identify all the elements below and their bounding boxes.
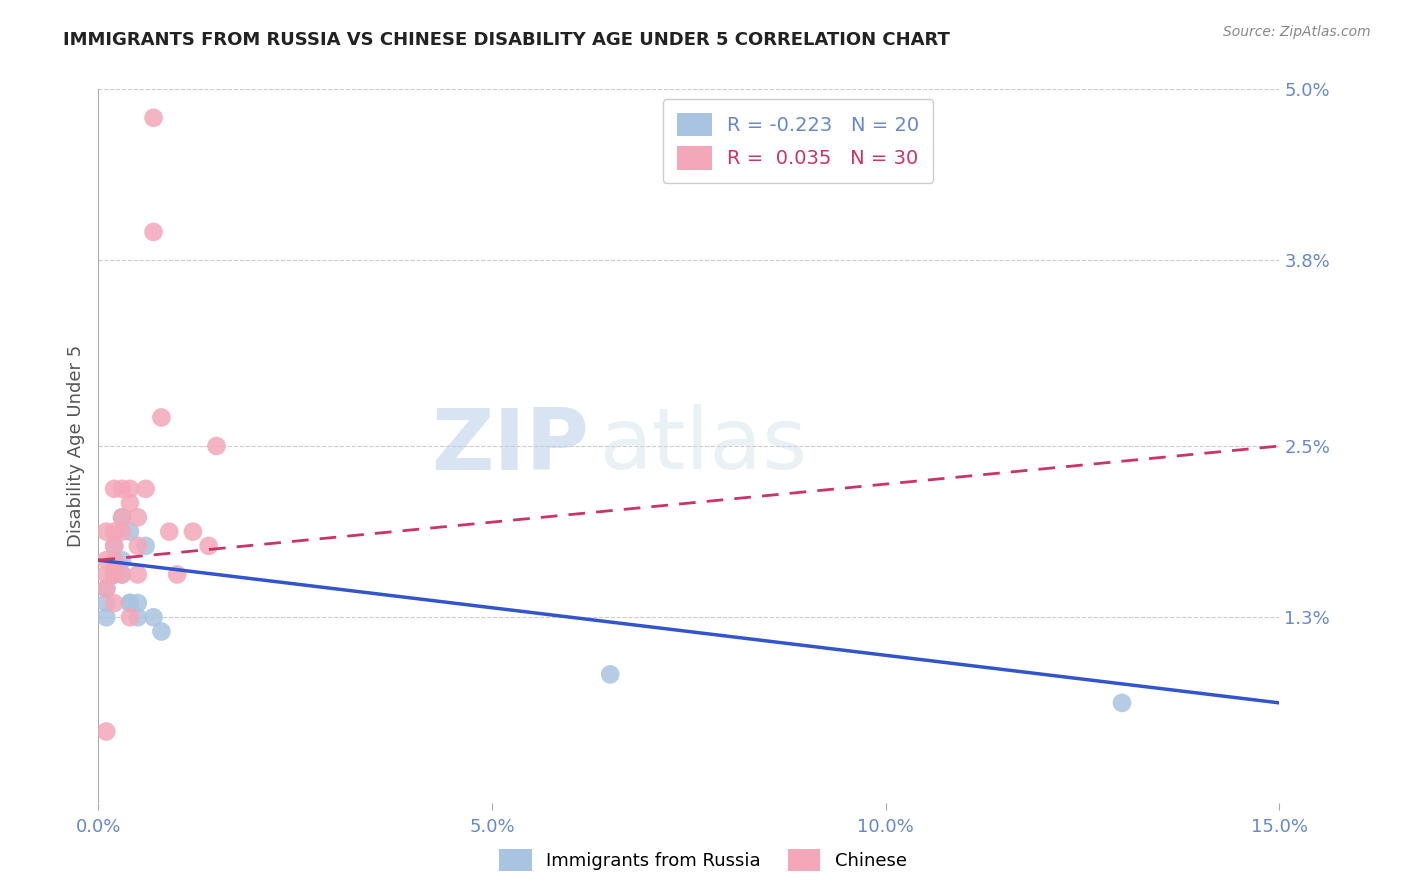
Point	[103, 482, 125, 496]
Point	[142, 111, 165, 125]
Point	[103, 596, 125, 610]
Point	[111, 510, 134, 524]
Point	[135, 482, 157, 496]
Point	[103, 553, 125, 567]
Point	[127, 596, 149, 610]
Point	[135, 539, 157, 553]
Point	[150, 410, 173, 425]
Point	[127, 539, 149, 553]
Point	[205, 439, 228, 453]
Point	[96, 524, 118, 539]
Point	[96, 596, 118, 610]
Point	[103, 539, 125, 553]
Point	[1111, 696, 1133, 710]
Point	[103, 524, 125, 539]
Point	[96, 724, 118, 739]
Point	[118, 482, 141, 496]
Text: Source: ZipAtlas.com: Source: ZipAtlas.com	[1223, 25, 1371, 39]
Point	[599, 667, 621, 681]
Point	[103, 539, 125, 553]
Point	[96, 582, 118, 596]
Point	[103, 567, 125, 582]
Point	[96, 567, 118, 582]
Point	[118, 524, 141, 539]
Point	[127, 510, 149, 524]
Point	[96, 610, 118, 624]
Point	[111, 567, 134, 582]
Text: atlas: atlas	[600, 404, 808, 488]
Point	[118, 596, 141, 610]
Point	[127, 567, 149, 582]
Point	[197, 539, 219, 553]
Point	[118, 496, 141, 510]
Point	[166, 567, 188, 582]
Point	[142, 610, 165, 624]
Y-axis label: Disability Age Under 5: Disability Age Under 5	[66, 345, 84, 547]
Point	[103, 553, 125, 567]
Text: IMMIGRANTS FROM RUSSIA VS CHINESE DISABILITY AGE UNDER 5 CORRELATION CHART: IMMIGRANTS FROM RUSSIA VS CHINESE DISABI…	[63, 31, 950, 49]
Point	[157, 524, 180, 539]
Point	[96, 553, 118, 567]
Point	[118, 610, 141, 624]
Point	[150, 624, 173, 639]
Point	[111, 553, 134, 567]
Point	[118, 596, 141, 610]
Point	[127, 610, 149, 624]
Point	[103, 567, 125, 582]
Point	[111, 524, 134, 539]
Legend: R = -0.223   N = 20, R =  0.035   N = 30: R = -0.223 N = 20, R = 0.035 N = 30	[664, 99, 934, 184]
Point	[111, 510, 134, 524]
Point	[96, 582, 118, 596]
Text: ZIP: ZIP	[430, 404, 589, 488]
Point	[111, 567, 134, 582]
Point	[111, 482, 134, 496]
Point	[142, 225, 165, 239]
Legend: Immigrants from Russia, Chinese: Immigrants from Russia, Chinese	[492, 842, 914, 879]
Point	[103, 567, 125, 582]
Point	[181, 524, 204, 539]
